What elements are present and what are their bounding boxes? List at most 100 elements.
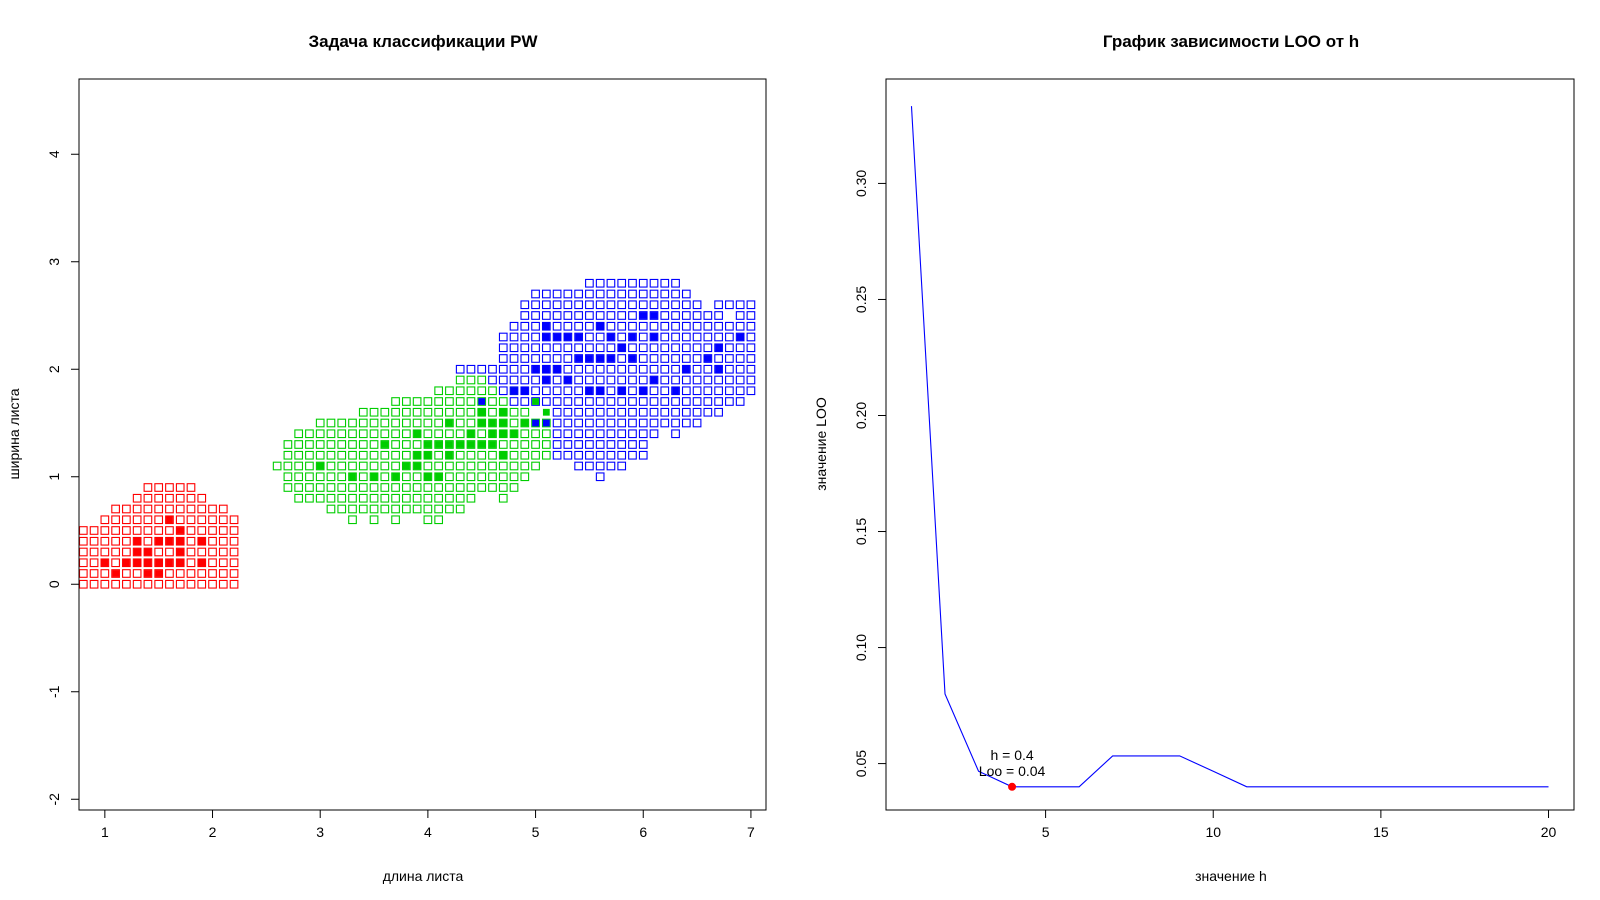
training-point-virginica [575,355,583,362]
region-cell-versicolor [401,429,411,439]
region-cell-virginica [735,375,745,385]
region-cell-virginica [531,354,540,363]
region-cell-virginica [574,311,583,320]
training-point-virginica [575,333,583,341]
region-cell-virginica [660,321,670,331]
region-cell-setosa [154,504,164,514]
region-cell-virginica [638,418,648,428]
left-x-tick-label: 6 [639,824,647,840]
left-chart-title: Задача классификации PW [308,32,538,51]
region-cell-setosa [218,504,228,514]
region-cell-versicolor [358,483,368,492]
region-cell-versicolor [434,493,444,503]
region-cell-versicolor [401,418,411,428]
region-cell-setosa [154,536,164,546]
region-cell-setosa [175,493,185,503]
region-cell-setosa [154,547,164,557]
region-cell-setosa [111,558,120,568]
left-y-tick-label: 4 [46,150,62,158]
region-cell-setosa [208,579,217,589]
region-cell-versicolor [294,461,304,471]
region-cell-virginica [628,289,637,299]
region-cell-versicolor [509,429,519,439]
region-cell-setosa [165,558,174,568]
region-cell-setosa [208,558,217,568]
region-cell-virginica [746,300,756,310]
region-cell-versicolor [380,407,390,417]
region-cell-virginica [681,418,691,428]
region-cell-versicolor [315,450,325,460]
training-point-setosa [166,537,173,545]
left-x-tick-label: 7 [747,824,755,840]
region-cell-setosa [89,526,99,535]
region-cell-virginica [714,354,723,363]
region-cell-virginica [455,364,465,374]
region-cell-versicolor [531,450,540,460]
region-cell-versicolor [305,440,314,449]
region-cell-virginica [509,321,519,331]
region-cell-versicolor [498,397,508,406]
region-cell-setosa [229,558,239,568]
left-y-tick-label: 1 [46,473,62,481]
region-cell-versicolor [520,440,530,449]
right-y-tick-label: 0.25 [853,286,869,313]
region-cell-virginica [595,289,605,299]
region-cell-setosa [111,569,120,578]
region-cell-versicolor [423,483,433,492]
region-cell-virginica [595,429,605,439]
training-point-versicolor [499,419,507,427]
region-cell-setosa [229,536,239,546]
region-cell-versicolor [477,429,487,439]
region-cell-virginica [660,343,670,353]
region-cell-virginica [541,332,551,342]
region-cell-virginica [585,418,594,428]
training-point-virginica [596,322,604,330]
region-cell-virginica [520,332,530,342]
region-cell-virginica [498,375,508,385]
region-cell-versicolor [337,450,347,460]
region-cell-virginica [563,407,573,417]
training-point-virginica [639,387,647,395]
region-cell-versicolor [509,418,519,428]
region-cell-versicolor [315,493,325,503]
region-cell-versicolor [337,418,347,428]
region-cell-versicolor [477,450,487,460]
region-cell-setosa [229,515,239,525]
region-cell-setosa [186,493,196,503]
region-cell-virginica [671,418,680,428]
region-cell-versicolor [423,397,433,406]
region-cell-versicolor [369,515,379,525]
region-cell-virginica [735,321,745,331]
region-cell-virginica [509,354,519,363]
region-cell-versicolor [466,472,476,482]
region-cell-versicolor [520,429,530,439]
region-cell-versicolor [412,483,422,492]
region-cell-virginica [649,278,659,288]
region-cell-virginica [660,300,670,310]
region-cell-virginica [746,311,756,320]
region-cell-virginica [638,429,648,439]
region-cell-versicolor [445,397,454,406]
region-cell-virginica [725,332,734,342]
region-cell-virginica [671,289,680,299]
region-cell-virginica [703,311,713,320]
region-cell-versicolor [305,429,314,439]
region-cell-virginica [681,354,691,363]
region-cell-versicolor [391,472,400,482]
region-cell-virginica [660,375,670,385]
region-cell-virginica [563,386,573,396]
region-cell-virginica [628,429,637,439]
left-y-tick-label: 0 [46,580,62,588]
region-cell-versicolor [358,429,368,439]
region-cell-versicolor [455,407,465,417]
region-cell-virginica [681,321,691,331]
region-cell-virginica [585,289,594,299]
region-cell-versicolor [401,450,411,460]
region-cell-versicolor [369,461,379,471]
region-cell-setosa [165,526,174,535]
region-cell-setosa [111,536,120,546]
region-cell-virginica [649,397,659,406]
region-cell-virginica [552,354,562,363]
region-cell-setosa [154,515,164,525]
